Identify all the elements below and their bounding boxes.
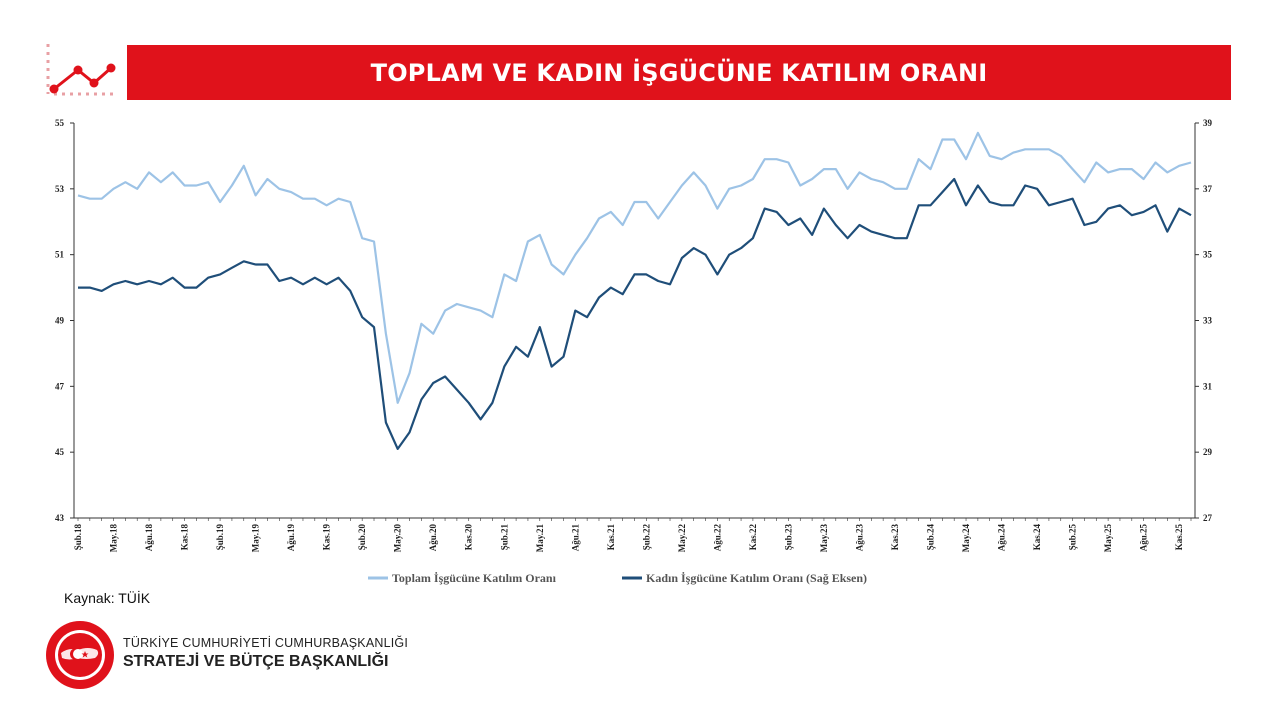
source-note: Kaynak: TÜİK (64, 590, 151, 606)
x-tick-label: Kas.24 (1032, 524, 1042, 551)
legend-label-women: Kadın İşgücüne Katılım Oranı (Sağ Eksen) (646, 571, 867, 585)
x-tick-label: Ağu.23 (854, 524, 864, 552)
x-tick-label: Ağu.25 (1139, 524, 1149, 552)
y-right-tick-label: 29 (1203, 447, 1213, 457)
x-tick-label: Kas.18 (180, 524, 190, 551)
y-left-tick-label: 45 (55, 447, 65, 457)
y-right-tick-label: 39 (1203, 118, 1213, 128)
x-tick-label: Şub.23 (783, 524, 793, 551)
y-right-tick-label: 35 (1203, 250, 1213, 260)
x-tick-label: Kas.25 (1174, 524, 1184, 551)
x-tick-label: Kas.22 (748, 524, 758, 551)
y-left-tick-label: 51 (55, 250, 65, 260)
organization-name: TÜRKİYE CUMHURİYETİ CUMHURBAŞKANLIĞI STR… (123, 636, 408, 671)
x-tick-label: Şub.21 (499, 524, 509, 551)
x-tick-label: Şub.24 (926, 524, 936, 551)
x-tick-label: May.23 (819, 524, 829, 553)
x-tick-label: Şub.25 (1068, 524, 1078, 551)
x-tick-label: May.25 (1103, 524, 1113, 553)
series-line-total (77, 131, 1192, 404)
org-line-1: TÜRKİYE CUMHURİYETİ CUMHURBAŞKANLIĞI (123, 636, 409, 650)
y-left-tick-label: 53 (55, 184, 65, 194)
org-line-2: STRATEJİ VE BÜTÇE BAŞKANLIĞI (123, 653, 389, 670)
x-tick-label: Ağu.18 (144, 524, 154, 552)
chart-series (77, 131, 1192, 450)
x-tick-label: Şub.18 (73, 524, 83, 551)
title-banner: TOPLAM VE KADIN İŞGÜCÜNE KATILIM ORANI (127, 45, 1231, 100)
x-tick-label: May.24 (961, 524, 971, 553)
x-tick-label: Kas.21 (606, 524, 616, 551)
x-tick-label: Şub.19 (215, 524, 225, 551)
y-left-tick-label: 47 (55, 381, 65, 391)
x-tick-label: Kas.20 (464, 524, 474, 551)
y-left-tick-label: 49 (55, 316, 65, 326)
x-tick-label: Ağu.19 (286, 524, 296, 552)
x-tick-label: Kas.23 (890, 524, 900, 551)
x-tick-label: May.18 (109, 524, 119, 553)
x-tick-label: Şub.20 (357, 524, 367, 551)
organization-seal (46, 621, 114, 689)
x-tick-label: May.22 (677, 524, 687, 553)
y-left-tick-label: 55 (55, 118, 65, 128)
x-tick-label: Ağu.21 (570, 524, 580, 552)
legend-label-total: Toplam İşgücüne Katılım Oranı (392, 571, 557, 585)
y-right-tick-label: 33 (1203, 316, 1213, 326)
x-tick-label: May.19 (251, 524, 261, 553)
line-chart: 43 45 47 49 51 53 55 27 29 31 33 35 37 39 Şub.18 May.18… (55, 118, 1213, 585)
y-right-tick-label: 37 (1203, 184, 1213, 194)
x-tick-label: Ağu.24 (997, 524, 1007, 552)
x-tick-label: Kas.19 (322, 524, 332, 551)
x-tick-label: Şub.22 (641, 524, 651, 551)
x-tick-label: Ağu.22 (712, 524, 722, 552)
series-line-women (78, 177, 1192, 450)
chart-legend: Toplam İşgücüne Katılım Oranı Kadın İşgü… (368, 571, 867, 585)
page-title: TOPLAM VE KADIN İŞGÜCÜNE KATILIM ORANI (370, 58, 988, 87)
x-tick-label: May.21 (535, 524, 545, 553)
x-tick-label: Ağu.20 (428, 524, 438, 552)
y-right-tick-label: 31 (1203, 381, 1213, 391)
chart-axes: 43 45 47 49 51 53 55 27 29 31 33 35 37 39 Şub.18 May.18… (55, 118, 1213, 552)
y-left-tick-label: 43 (55, 513, 65, 523)
chart-trend-icon (46, 44, 116, 96)
y-right-tick-label: 27 (1203, 513, 1213, 523)
x-tick-label: May.20 (393, 524, 403, 553)
